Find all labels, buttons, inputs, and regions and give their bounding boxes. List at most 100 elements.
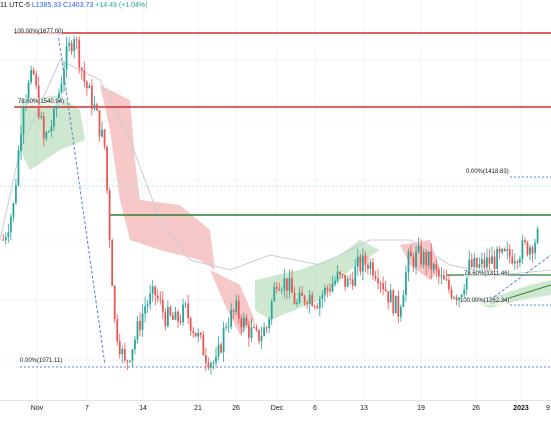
candle-up — [453, 297, 455, 299]
candle-down — [382, 283, 385, 290]
candle-up — [217, 344, 220, 357]
candle-down — [103, 129, 106, 147]
fib-label-0-bottom: 0.00%(1071.11) — [20, 357, 63, 365]
candle-down — [98, 110, 101, 137]
candle-down — [293, 292, 296, 305]
candle-up — [296, 302, 298, 305]
candle-up — [227, 326, 230, 328]
candle-down — [448, 279, 450, 290]
candle-down — [106, 146, 108, 191]
candle-down — [498, 248, 501, 253]
candle-down — [156, 295, 159, 299]
candle-up — [369, 262, 372, 269]
candle-down — [177, 311, 179, 322]
candle-up — [4, 236, 7, 240]
candle-down — [470, 259, 473, 267]
candle-up — [402, 295, 405, 307]
candle-up — [30, 70, 33, 83]
candle-up — [354, 266, 357, 286]
candle-down — [313, 306, 316, 308]
candle-up — [184, 303, 187, 305]
candle-down — [397, 295, 400, 317]
time-tick-26: 26 — [232, 405, 240, 412]
candle-down — [83, 70, 86, 82]
candle-up — [197, 332, 200, 337]
candle-up — [518, 258, 521, 263]
ichimoku-cloud-bear — [400, 240, 440, 280]
price-chart[interactable] — [0, 0, 551, 400]
candle-up — [7, 232, 10, 237]
candle-up — [27, 82, 30, 99]
candle-up — [465, 273, 468, 290]
candle-down — [275, 286, 278, 289]
candle-up — [270, 301, 273, 320]
candle-down — [364, 255, 367, 265]
candle-up — [361, 255, 364, 272]
ichimoku-cloud-bull — [255, 240, 380, 320]
candle-down — [258, 329, 260, 342]
candle-up — [331, 284, 334, 292]
candle-up — [88, 85, 91, 89]
candle-down — [111, 240, 114, 286]
candle-up — [182, 304, 184, 323]
candle-down — [326, 287, 329, 290]
fib-label-786-top: 78.60%(1540.94) — [18, 98, 65, 106]
candle-down — [511, 256, 514, 264]
candle-down — [339, 271, 341, 275]
candle-up — [263, 327, 265, 337]
candle-up — [73, 39, 76, 52]
candle-up — [210, 363, 212, 368]
candle-down — [199, 332, 202, 335]
candle-up — [22, 105, 25, 135]
utc-label: UTC-5 — [9, 2, 30, 9]
candle-down — [169, 306, 172, 316]
candle-down — [359, 256, 362, 272]
candle-down — [192, 330, 195, 333]
candle-down — [379, 283, 382, 285]
candle-up — [521, 240, 524, 259]
candle-up — [174, 311, 177, 320]
candle-up — [394, 295, 397, 314]
candle-down — [96, 104, 98, 111]
candle-up — [141, 313, 144, 331]
candle-down — [85, 81, 88, 89]
candle-up — [529, 247, 531, 255]
candle-up — [146, 304, 149, 307]
candle-down — [108, 190, 111, 241]
candle-down — [488, 257, 491, 264]
ohlc-legend: 11 UTC-5 L1385.33 C1403.73 +14.49 (+1.04… — [0, 2, 147, 9]
candle-up — [496, 248, 498, 269]
candle-down — [291, 278, 293, 293]
candle-down — [410, 251, 412, 257]
time-tick-7: 7 — [85, 405, 89, 412]
candle-up — [334, 280, 336, 285]
candle-up — [506, 249, 509, 251]
candle-down — [341, 274, 344, 276]
candle-down — [70, 43, 73, 52]
candle-up — [45, 132, 48, 139]
candle-down — [392, 290, 395, 314]
candle-down — [255, 327, 258, 330]
candle-up — [53, 109, 55, 127]
candle-up — [481, 259, 483, 264]
candle-up — [356, 256, 359, 267]
candle-down — [237, 300, 240, 319]
candle-down — [265, 327, 268, 329]
candle-down — [161, 299, 164, 313]
candle-down — [311, 295, 314, 307]
fib-label-0-mid: 0.00%(1418.83) — [466, 168, 509, 176]
chart-area[interactable]: 11 UTC-5 L1385.33 C1403.73 +14.49 (+1.04… — [0, 0, 551, 400]
candle-up — [417, 245, 420, 252]
fib-trend-line-right — [489, 254, 551, 301]
time-axis[interactable]: Nov 7 14 21 26 Dec 6 13 19 26 2023 9 — [0, 400, 551, 432]
candle-up — [501, 248, 504, 253]
candle-up — [432, 264, 435, 270]
ichimoku-cloud-bear — [100, 85, 215, 270]
candle-down — [420, 245, 422, 265]
time-tick-21: 21 — [194, 405, 202, 412]
candle-up — [149, 293, 152, 305]
candle-down — [207, 362, 210, 368]
candle-down — [2, 239, 5, 241]
candle-down — [374, 275, 377, 279]
time-tick-19: 19 — [417, 405, 425, 412]
